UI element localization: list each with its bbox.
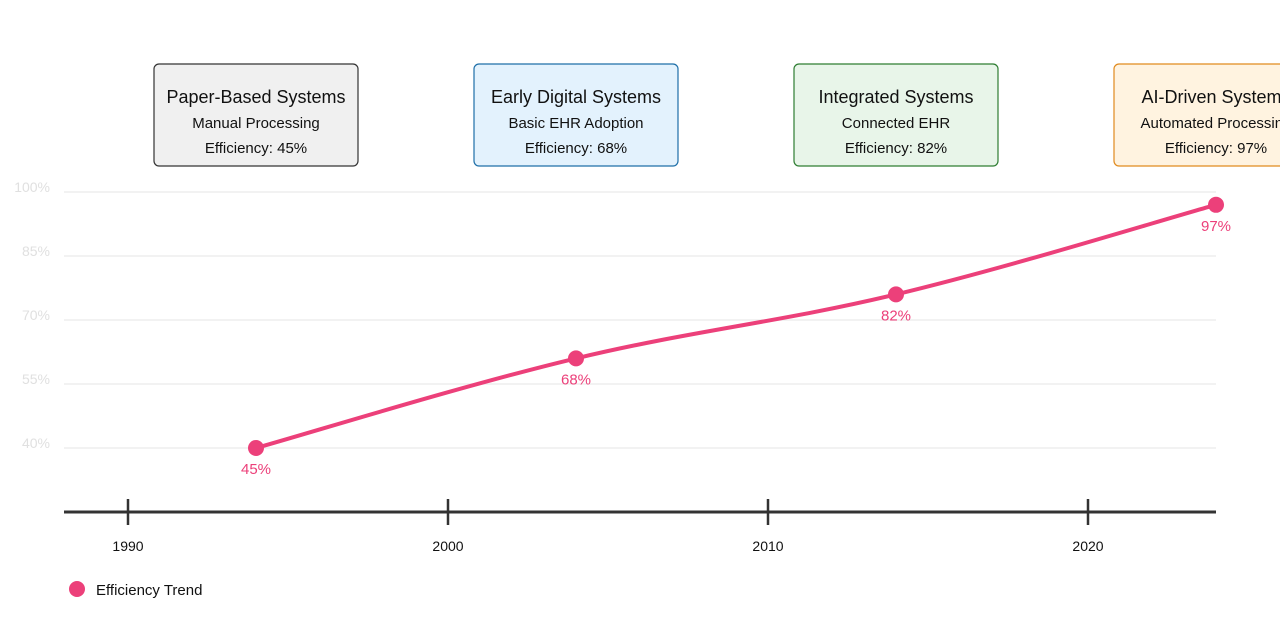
- data-point: [568, 350, 584, 367]
- grid-layer: 100% 85% 70% 55% 40%: [14, 179, 1216, 451]
- era-card-box: [793, 63, 999, 167]
- era-subtitle: Automated Processing: [1141, 115, 1280, 132]
- era-card: AI-Driven Systems Automated Processing Eff…: [1113, 63, 1280, 167]
- data-label: 97%: [1201, 218, 1231, 235]
- era-card: Integrated Systems Connected EHR Efficienc…: [793, 63, 999, 167]
- era-subtitle: Connected EHR: [842, 115, 951, 132]
- era-title: AI-Driven Systems: [1141, 87, 1280, 107]
- y-tick-label: 70%: [22, 307, 50, 323]
- x-tick-label: 2000: [432, 538, 463, 554]
- legend-label: Efficiency Trend: [96, 582, 202, 599]
- era-card: Early Digital Systems Basic EHR Adoption E…: [473, 63, 679, 167]
- y-tick-label: 100%: [14, 179, 50, 195]
- series-layer: 45% 68% 82% 97%: [241, 196, 1231, 478]
- data-point: [248, 440, 264, 456]
- x-tick-label: 2020: [1072, 538, 1103, 554]
- data-point: [888, 286, 904, 303]
- era-efficiency: Efficiency: 45%: [205, 140, 307, 157]
- era-cards: Paper-Based Systems Manual Processing Effi…: [153, 63, 1280, 167]
- era-efficiency: Efficiency: 68%: [525, 140, 627, 157]
- y-tick-label: 40%: [22, 435, 50, 451]
- era-card-box: [473, 63, 679, 167]
- data-label: 68%: [561, 371, 591, 388]
- era-subtitle: Basic EHR Adoption: [508, 115, 643, 132]
- series-line: [254, 202, 1218, 450]
- era-card-box: [1113, 63, 1280, 167]
- x-axis: 1990 2000 2010 2020: [64, 499, 1216, 554]
- y-tick-label: 85%: [22, 243, 50, 259]
- data-point: [1208, 196, 1224, 213]
- era-title: Paper-Based Systems: [166, 87, 345, 107]
- era-efficiency: Efficiency: 82%: [845, 140, 947, 157]
- era-title: Early Digital Systems: [491, 87, 661, 107]
- era-card-box: [153, 63, 359, 167]
- era-card: Paper-Based Systems Manual Processing Effi…: [153, 63, 359, 167]
- legend-marker: [69, 581, 85, 597]
- x-tick-label: 1990: [112, 538, 143, 554]
- data-label: 82%: [881, 307, 911, 324]
- data-label: 45%: [241, 461, 271, 478]
- legend: Efficiency Trend: [69, 581, 202, 599]
- x-tick-label: 2010: [752, 538, 783, 554]
- era-subtitle: Manual Processing: [192, 115, 320, 132]
- era-title: Integrated Systems: [818, 87, 973, 107]
- era-efficiency: Efficiency: 97%: [1165, 140, 1267, 157]
- y-tick-label: 55%: [22, 371, 50, 387]
